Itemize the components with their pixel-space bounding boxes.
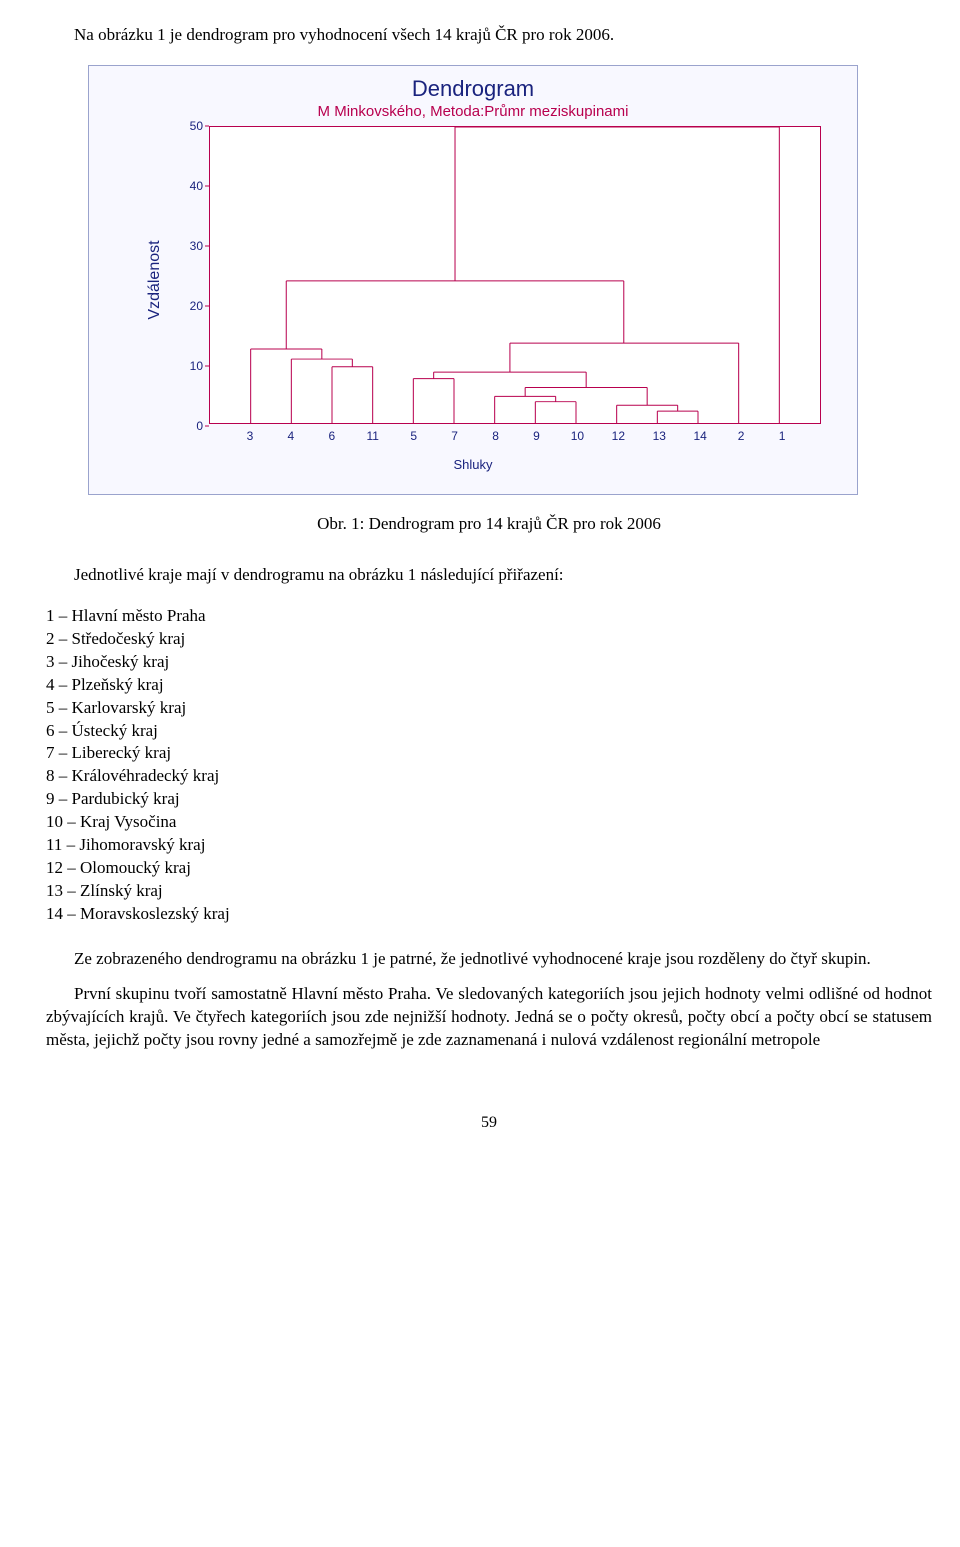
x-tick-label: 5 xyxy=(410,428,417,444)
body-paragraph-2: První skupinu tvoří samostatně Hlavní mě… xyxy=(46,983,932,1052)
page-number: 59 xyxy=(46,1112,932,1134)
chart-title: Dendrogram xyxy=(89,74,857,104)
x-tick-label: 8 xyxy=(492,428,499,444)
legend-item: 12 – Olomoucký kraj xyxy=(46,857,932,880)
dendrogram-chart: Dendrogram M Minkovského, Metoda:Průmr m… xyxy=(88,65,858,495)
legend-item: 14 – Moravskoslezský kraj xyxy=(46,903,932,926)
legend-item: 11 – Jihomoravský kraj xyxy=(46,834,932,857)
x-tick-label: 9 xyxy=(533,428,540,444)
legend-item: 4 – Plzeňský kraj xyxy=(46,674,932,697)
y-tick-label: 30 xyxy=(177,238,203,254)
y-tick-mark xyxy=(205,365,209,366)
y-tick-label: 0 xyxy=(177,418,203,434)
x-tick-label: 11 xyxy=(366,428,378,444)
y-tick-mark xyxy=(205,125,209,126)
legend-item: 8 – Královéhradecký kraj xyxy=(46,765,932,788)
legend-list: 1 – Hlavní město Praha2 – Středočeský kr… xyxy=(46,605,932,926)
x-tick-label: 6 xyxy=(328,428,335,444)
legend-item: 1 – Hlavní město Praha xyxy=(46,605,932,628)
y-tick-mark xyxy=(205,305,209,306)
legend-item: 7 – Liberecký kraj xyxy=(46,742,932,765)
chart-y-label: Vzdálenost xyxy=(144,240,166,319)
x-tick-label: 3 xyxy=(247,428,254,444)
dendrogram-svg xyxy=(210,127,820,423)
legend-intro: Jednotlivé kraje mají v dendrogramu na o… xyxy=(46,564,932,587)
chart-subtitle: M Minkovského, Metoda:Průmr meziskupinam… xyxy=(89,102,857,122)
y-tick-mark xyxy=(205,245,209,246)
legend-item: 2 – Středočeský kraj xyxy=(46,628,932,651)
x-tick-label: 10 xyxy=(571,428,584,444)
body-paragraph-1: Ze zobrazeného dendrogramu na obrázku 1 … xyxy=(46,948,932,971)
y-tick-label: 40 xyxy=(177,178,203,194)
x-tick-label: 2 xyxy=(738,428,745,444)
figure-caption: Obr. 1: Dendrogram pro 14 krajů ČR pro r… xyxy=(46,513,932,536)
x-tick-label: 7 xyxy=(451,428,458,444)
plot-frame xyxy=(209,126,821,424)
intro-paragraph: Na obrázku 1 je dendrogram pro vyhodnoce… xyxy=(46,24,932,47)
y-tick-label: 20 xyxy=(177,298,203,314)
y-tick-mark xyxy=(205,185,209,186)
y-tick-label: 50 xyxy=(177,118,203,134)
x-tick-label: 4 xyxy=(288,428,295,444)
x-tick-label: 13 xyxy=(653,428,666,444)
legend-item: 6 – Ústecký kraj xyxy=(46,720,932,743)
legend-item: 3 – Jihočeský kraj xyxy=(46,651,932,674)
legend-item: 5 – Karlovarský kraj xyxy=(46,697,932,720)
x-tick-label: 1 xyxy=(779,428,786,444)
x-tick-label: 12 xyxy=(612,428,625,444)
legend-item: 10 – Kraj Vysočina xyxy=(46,811,932,834)
y-tick-mark xyxy=(205,425,209,426)
legend-item: 13 – Zlínský kraj xyxy=(46,880,932,903)
x-tick-label: 14 xyxy=(694,428,707,444)
chart-x-label: Shluky xyxy=(89,456,857,474)
y-tick-label: 10 xyxy=(177,358,203,374)
legend-item: 9 – Pardubický kraj xyxy=(46,788,932,811)
